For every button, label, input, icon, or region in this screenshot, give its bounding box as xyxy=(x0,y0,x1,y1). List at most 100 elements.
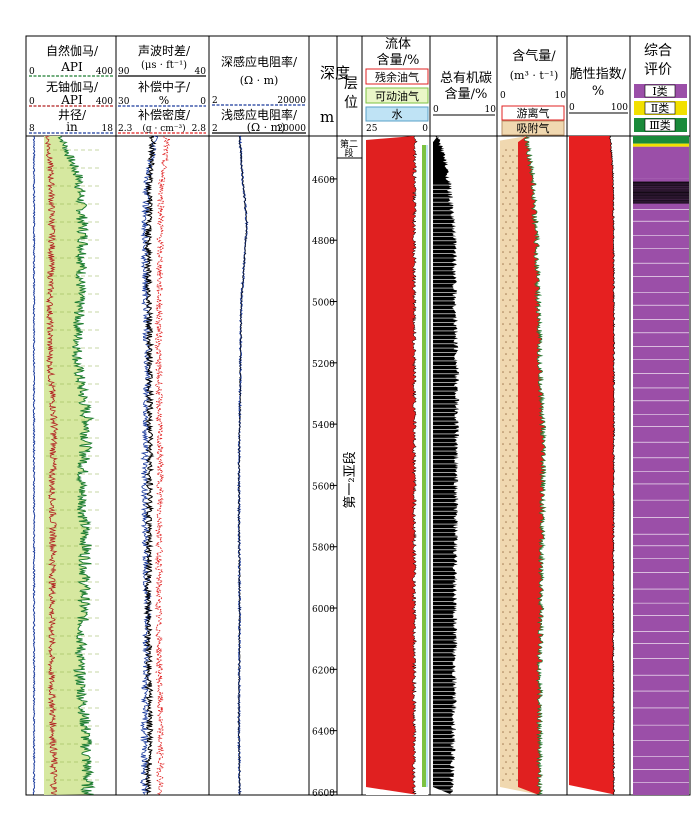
gas-dot-pattern xyxy=(516,743,518,745)
gas-dot-pattern xyxy=(502,539,504,541)
gas-dot-pattern xyxy=(509,491,511,493)
gas-dot-pattern xyxy=(509,455,511,457)
gas-dot-pattern xyxy=(502,251,504,253)
gas-dot-pattern xyxy=(502,503,504,505)
gas-dot-pattern xyxy=(516,707,518,709)
gas-dot-pattern xyxy=(512,365,514,367)
gas-dot-pattern xyxy=(505,161,507,163)
gas-dot-pattern xyxy=(516,503,518,505)
gas-dot-pattern xyxy=(502,707,504,709)
gas-dot-pattern xyxy=(502,203,504,205)
depth-axis: 4600 4800 5000 5200 5400 5600 5800 6000 6200 6400… xyxy=(312,176,337,799)
gas-dot-pattern xyxy=(505,641,507,643)
rd-min: 2 xyxy=(212,96,218,106)
gas-dot-pattern xyxy=(512,761,514,763)
gas-dot-pattern xyxy=(505,293,507,295)
gas-dot-pattern xyxy=(502,491,504,493)
gas-dot-pattern xyxy=(516,299,518,301)
legend-water-label: 水 xyxy=(392,108,403,121)
gas-dot-pattern xyxy=(502,335,504,337)
den-unit: (g · cm⁻³) xyxy=(142,123,185,134)
brittle-fill xyxy=(569,136,615,794)
gas-dot-pattern xyxy=(516,407,518,409)
gas-dot-pattern xyxy=(502,551,504,553)
toc-title-1: 总有机碳 xyxy=(440,71,492,86)
fluid-min: 25 xyxy=(366,124,378,134)
gas-dot-pattern xyxy=(512,209,514,211)
gas-dot-pattern xyxy=(502,455,504,457)
gas-dot-pattern xyxy=(512,317,514,319)
gas-dot-pattern xyxy=(516,731,518,733)
gas-dot-pattern xyxy=(516,311,518,313)
depth-tick-label-5000: 5000 xyxy=(312,299,335,309)
gas-dot-pattern xyxy=(505,653,507,655)
gas-dot-pattern xyxy=(505,257,507,259)
gas-dot-pattern xyxy=(505,713,507,715)
gas-dot-pattern xyxy=(512,569,514,571)
cnl-max: 0 xyxy=(200,97,206,107)
cal-curve xyxy=(33,136,35,794)
toc-max: 10 xyxy=(485,105,497,115)
gas-dot-pattern xyxy=(505,593,507,595)
gas-dot-pattern xyxy=(505,509,507,511)
gas-dot-pattern xyxy=(505,665,507,667)
gas-dot-pattern xyxy=(505,701,507,703)
gas-dot-pattern xyxy=(509,467,511,469)
gas-dot-pattern xyxy=(516,623,518,625)
gas-dot-pattern xyxy=(509,323,511,325)
gas-dot-pattern xyxy=(509,371,511,373)
gr-title: 自然伽马/ xyxy=(46,43,99,58)
gas-dot-pattern xyxy=(512,593,514,595)
rs-max: 20000 xyxy=(277,124,306,134)
gas-dot-pattern xyxy=(509,383,511,385)
gas-dot-pattern xyxy=(509,299,511,301)
gas-dot-pattern xyxy=(509,671,511,673)
gas-dot-pattern xyxy=(512,425,514,427)
gas-dot-pattern xyxy=(516,647,518,649)
gas-dot-pattern xyxy=(505,557,507,559)
cnl-min: 30 xyxy=(118,97,130,107)
gas-dot-pattern xyxy=(516,551,518,553)
ac-min: 90 xyxy=(118,67,130,77)
gas-dot-pattern xyxy=(516,263,518,265)
depth-tick-label-4600: 4600 xyxy=(312,176,335,186)
eval-interval-3 xyxy=(633,179,689,795)
brittle-max: 100 xyxy=(611,103,628,113)
legend-adsorbed-gas-label: 吸附气 xyxy=(517,121,550,135)
gas-dot-pattern xyxy=(509,515,511,517)
gas-dot-pattern xyxy=(516,491,518,493)
kth-max: 400 xyxy=(96,97,113,107)
gas-dot-pattern xyxy=(509,563,511,565)
gas-dot-pattern xyxy=(509,587,511,589)
gas-dot-pattern xyxy=(505,389,507,391)
strat-upper-label-2: 段 xyxy=(344,147,353,159)
gas-dot-pattern xyxy=(509,779,511,781)
gas-dot-pattern xyxy=(512,329,514,331)
gas-dot-pattern xyxy=(516,419,518,421)
gas-dot-pattern xyxy=(509,479,511,481)
gas-dot-pattern xyxy=(516,335,518,337)
eval-interval-2 xyxy=(633,147,689,179)
gas-dot-pattern xyxy=(509,335,511,337)
gas-dot-pattern xyxy=(512,461,514,463)
gas-dot-pattern xyxy=(509,707,511,709)
gas-dot-pattern xyxy=(512,413,514,415)
depth-unit: m xyxy=(320,108,334,126)
gas-dot-pattern xyxy=(512,305,514,307)
cnl-unit: % xyxy=(159,94,169,107)
gas-dot-pattern xyxy=(505,377,507,379)
gas-dot-pattern xyxy=(505,437,507,439)
gas-dot-pattern xyxy=(502,167,504,169)
gas-min: 0 xyxy=(500,91,506,101)
legend-free-gas-label: 游离气 xyxy=(517,106,550,120)
gas-dot-pattern xyxy=(502,395,504,397)
gas-dot-pattern xyxy=(509,239,511,241)
gas-dot-pattern xyxy=(512,485,514,487)
gas-dot-pattern xyxy=(509,395,511,397)
gas-dot-pattern xyxy=(512,605,514,607)
gas-dot-pattern xyxy=(502,467,504,469)
gas-dot-pattern xyxy=(516,767,518,769)
gas-dot-pattern xyxy=(502,683,504,685)
gas-dot-pattern xyxy=(512,581,514,583)
gas-dot-pattern xyxy=(505,197,507,199)
